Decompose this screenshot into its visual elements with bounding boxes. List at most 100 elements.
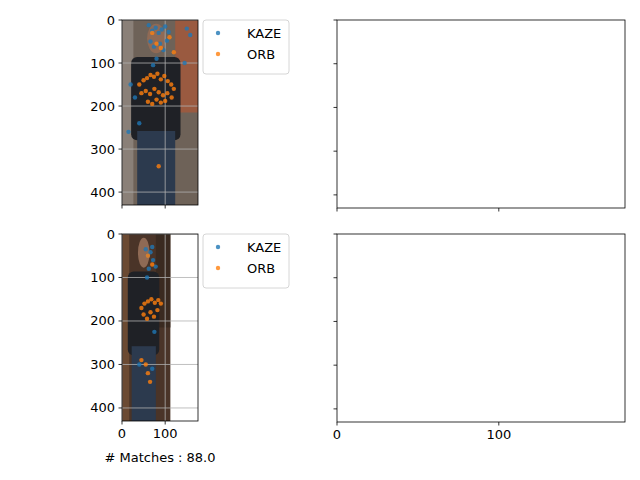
tick [498,422,499,426]
point [139,306,143,310]
series [139,254,163,385]
image [122,20,198,205]
tick-label: 100 [90,270,115,285]
point [150,31,154,35]
legend-marker [216,31,220,35]
tick [119,20,123,21]
point [139,358,143,362]
point [182,61,186,65]
point [157,31,161,35]
tick [334,194,338,195]
tick [119,234,123,235]
point [137,82,141,86]
point [148,310,152,314]
point [150,102,154,106]
grid-line [122,320,198,321]
legend: KAZEORB [203,234,289,288]
tick [165,421,166,425]
legend-label: KAZE [247,26,281,41]
series [137,245,158,371]
axes: 0 100 200 300 400 KAZE ORB [90,13,289,209]
point [145,76,149,80]
point [160,27,164,31]
point [150,245,154,249]
point [169,82,173,86]
frame [122,234,198,421]
point [155,308,159,312]
tick [122,205,123,209]
point [169,95,173,99]
point [137,121,141,125]
point [146,100,150,104]
point [151,63,155,67]
point [144,247,148,251]
point [133,95,137,99]
point [154,97,158,101]
tick [122,421,123,425]
tick-label: 300 [90,142,115,157]
grid-line [122,192,198,193]
tick [498,208,499,212]
tick [165,205,166,209]
point [147,267,151,271]
point [148,250,152,254]
tick [337,422,338,426]
plot-area [122,234,198,421]
grid-line [122,407,198,408]
axes [334,20,626,212]
frame [122,20,198,205]
point [139,91,143,95]
point [151,258,155,262]
tick [119,106,123,107]
tick-label: 100 [90,56,115,71]
point [141,312,145,316]
grid-line [122,277,198,278]
tick-label: 200 [90,99,115,114]
axis-label: # Matches : 88.0 [104,450,215,465]
point [152,314,156,318]
legend-label: ORB [247,261,275,276]
tick [119,192,123,193]
point [126,130,130,134]
tick [334,63,338,64]
axes: 0 100 [333,234,625,442]
point [159,46,163,50]
point [148,39,152,43]
tick [119,364,123,365]
tick-label: 0 [107,227,115,242]
point [185,26,189,30]
legend-marker [216,245,220,249]
point [147,23,151,27]
point [172,50,176,54]
grid-line [165,20,166,205]
legend-label: ORB [247,47,275,62]
point [153,26,157,30]
point [172,87,176,91]
point [146,254,150,258]
frame [337,234,625,422]
point [150,262,154,266]
point [152,330,156,334]
grid-line [122,364,198,365]
tick-label: 0 [333,427,341,442]
point [163,99,167,103]
point [128,82,132,86]
tick [334,234,338,235]
tick [334,151,338,152]
legend-marker [216,266,220,270]
point [159,100,163,104]
point [166,30,170,34]
tick-label: 0 [107,13,115,28]
tick [119,407,123,408]
series [126,23,192,134]
point [156,298,160,302]
figure: 0100200300400KAZEORB01000100200300400# M… [0,0,640,480]
tick-label: 100 [486,427,511,442]
axes: 01000100200300400# Matches : 88.0KAZEORB [90,227,289,466]
point [145,275,149,279]
point [146,371,150,375]
point [154,57,158,61]
tick-label: 400 [90,185,115,200]
grid-line [165,234,166,421]
frame [337,20,625,208]
